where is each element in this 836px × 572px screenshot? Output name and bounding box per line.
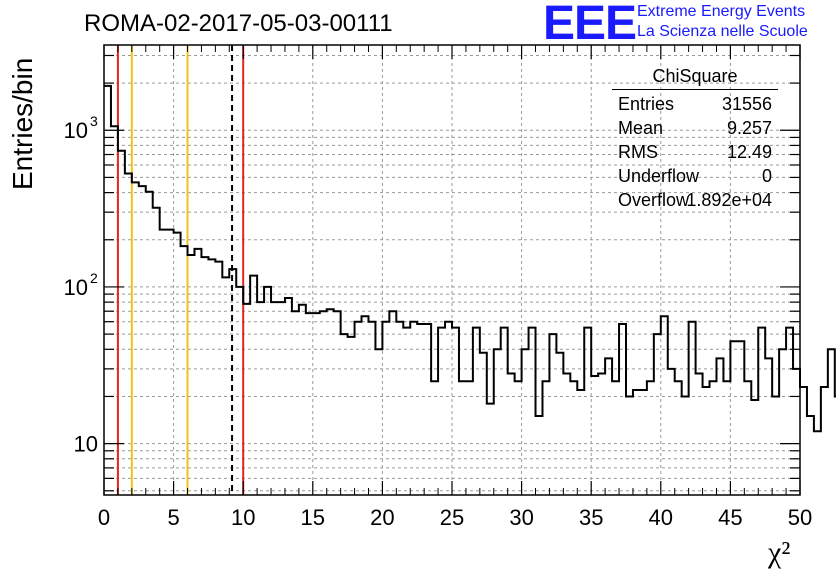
- stats-box: ChiSquare Entries 31556 Mean 9.257 RMS 1…: [612, 66, 778, 212]
- y-tick-exponent: 3: [90, 113, 98, 129]
- stats-value: 0: [761, 166, 772, 186]
- logo-subtitle-1: Extreme Energy Events: [637, 3, 806, 20]
- y-tick-label: 10: [64, 118, 88, 143]
- run-title: ROMA-02-2017-05-03-00111: [84, 10, 393, 37]
- x-tick-label: 30: [509, 505, 533, 530]
- x-tick-label: 40: [649, 505, 673, 530]
- stats-value: 1.892e+04: [686, 190, 772, 210]
- y-axis-label: Entries/bin: [7, 57, 38, 190]
- x-tick-label: 45: [718, 505, 742, 530]
- stats-value: 31556: [721, 94, 772, 114]
- x-tick-label: 0: [98, 505, 110, 530]
- stats-value: 9.257: [726, 118, 772, 138]
- histogram-step-line: [104, 84, 836, 433]
- x-axis-label: χ²: [768, 536, 791, 569]
- stats-key: RMS: [618, 142, 658, 162]
- cut-lines: [116, 45, 245, 495]
- x-tick-label: 5: [167, 505, 179, 530]
- y-tick-exponent: 2: [90, 270, 98, 286]
- stats-key: Underflow: [618, 166, 700, 186]
- stats-key: Entries: [618, 94, 675, 114]
- stats-row-overflow: Overflow 1.892e+04: [612, 188, 778, 212]
- stats-key: Mean: [618, 118, 664, 138]
- x-tick-label: 15: [301, 505, 325, 530]
- grid-lines: [104, 45, 800, 495]
- x-tick-label: 20: [370, 505, 394, 530]
- stats-row-mean: Mean 9.257: [612, 116, 778, 140]
- x-tick-label: 10: [231, 505, 255, 530]
- eee-logo: EEE: [543, 0, 637, 50]
- x-tick-label: 35: [579, 505, 603, 530]
- stats-title: ChiSquare: [612, 66, 778, 90]
- logo-subtitle-2: La Scienza nelle Scuole: [637, 23, 808, 40]
- x-tick-label: 25: [440, 505, 464, 530]
- stats-key: Overflow: [618, 190, 690, 210]
- stats-row-rms: RMS 12.49: [612, 140, 778, 164]
- stats-value: 12.49: [726, 142, 772, 162]
- y-tick-label: 10: [74, 432, 98, 457]
- y-tick-label: 10: [64, 275, 88, 300]
- stats-row-entries: Entries 31556: [612, 92, 778, 116]
- stats-row-underflow: Underflow 0: [612, 164, 778, 188]
- x-tick-label: 50: [788, 505, 812, 530]
